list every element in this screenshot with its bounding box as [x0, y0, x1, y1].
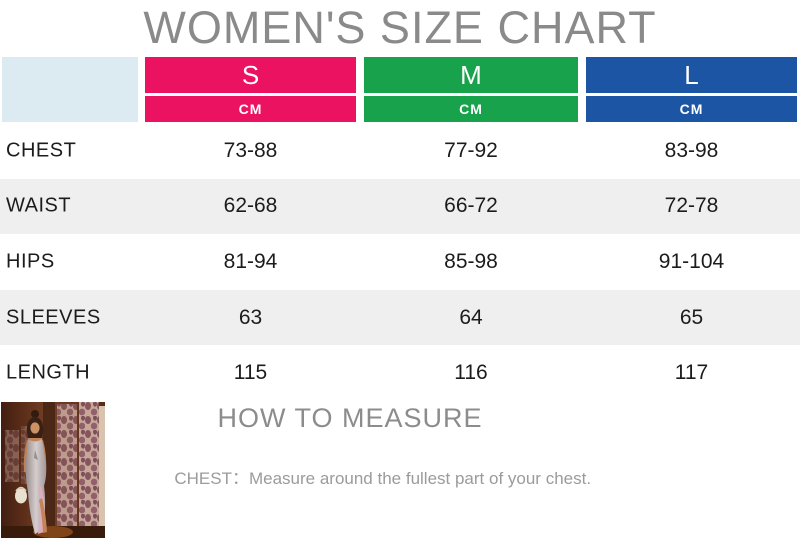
model-figure: [15, 410, 47, 534]
size-column-header-s: S CM: [145, 57, 356, 122]
measure-item-chest: CHEST：Measure around the fullest part of…: [146, 440, 706, 518]
table-row-sleeves: SLEEVES 63 64 65: [0, 289, 800, 346]
table-row-chest: CHEST 73-88 77-92 83-98: [0, 123, 800, 179]
measure-label: CHEST：: [174, 469, 249, 488]
value-chest-s: 73-88: [223, 138, 278, 162]
table-row-waist: WAIST 62-68 66-72 72-78: [0, 178, 800, 235]
size-label-m: M: [364, 57, 578, 93]
row-label: WAIST: [6, 194, 72, 217]
size-label-l: L: [586, 57, 797, 93]
size-column-header-l: L CM: [586, 57, 797, 122]
unit-label-s: CM: [145, 96, 356, 122]
value-chest-m: 77-92: [444, 138, 498, 162]
row-label: CHEST: [6, 139, 77, 162]
size-column-header-m: M CM: [364, 57, 578, 122]
value-waist-m: 66-72: [444, 194, 498, 218]
value-sleeves-m: 64: [459, 305, 483, 329]
measure-item-waist: WAIST：Measure around the narrowest part …: [146, 527, 706, 538]
size-label-s: S: [145, 57, 356, 93]
page-title: WOMEN'S SIZE CHART: [143, 2, 657, 53]
value-length-l: 117: [674, 361, 709, 385]
value-waist-l: 72-78: [664, 194, 719, 218]
table-row-length: LENGTH 115 116 117: [0, 345, 800, 401]
value-sleeves-s: 63: [238, 305, 263, 329]
table-row-hips: HIPS 81-94 85-98 91-104: [0, 234, 800, 290]
value-length-m: 116: [454, 361, 488, 385]
value-sleeves-l: 65: [679, 305, 704, 329]
size-table-body: CHEST 73-88 77-92 83-98 WAIST 62-68 66-7…: [0, 123, 800, 401]
value-hips-l: 91-104: [658, 249, 725, 273]
unit-label-l: CM: [586, 96, 797, 122]
model-photo: [1, 402, 105, 538]
row-label: SLEEVES: [6, 306, 101, 329]
value-waist-s: 62-68: [223, 194, 278, 218]
unit-label-m: CM: [364, 96, 578, 122]
how-to-measure-list: CHEST：Measure around the fullest part of…: [146, 440, 706, 538]
measure-text: Measure around the fullest part of your …: [248, 469, 592, 488]
value-length-s: 115: [233, 361, 268, 385]
how-to-measure-heading: HOW TO MEASURE: [217, 403, 483, 433]
table-corner-cell: [2, 57, 138, 122]
value-hips-m: 85-98: [444, 249, 498, 273]
row-label: HIPS: [6, 250, 55, 273]
value-hips-s: 81-94: [223, 249, 278, 273]
row-label: LENGTH: [6, 361, 91, 384]
value-chest-l: 83-98: [664, 138, 719, 162]
